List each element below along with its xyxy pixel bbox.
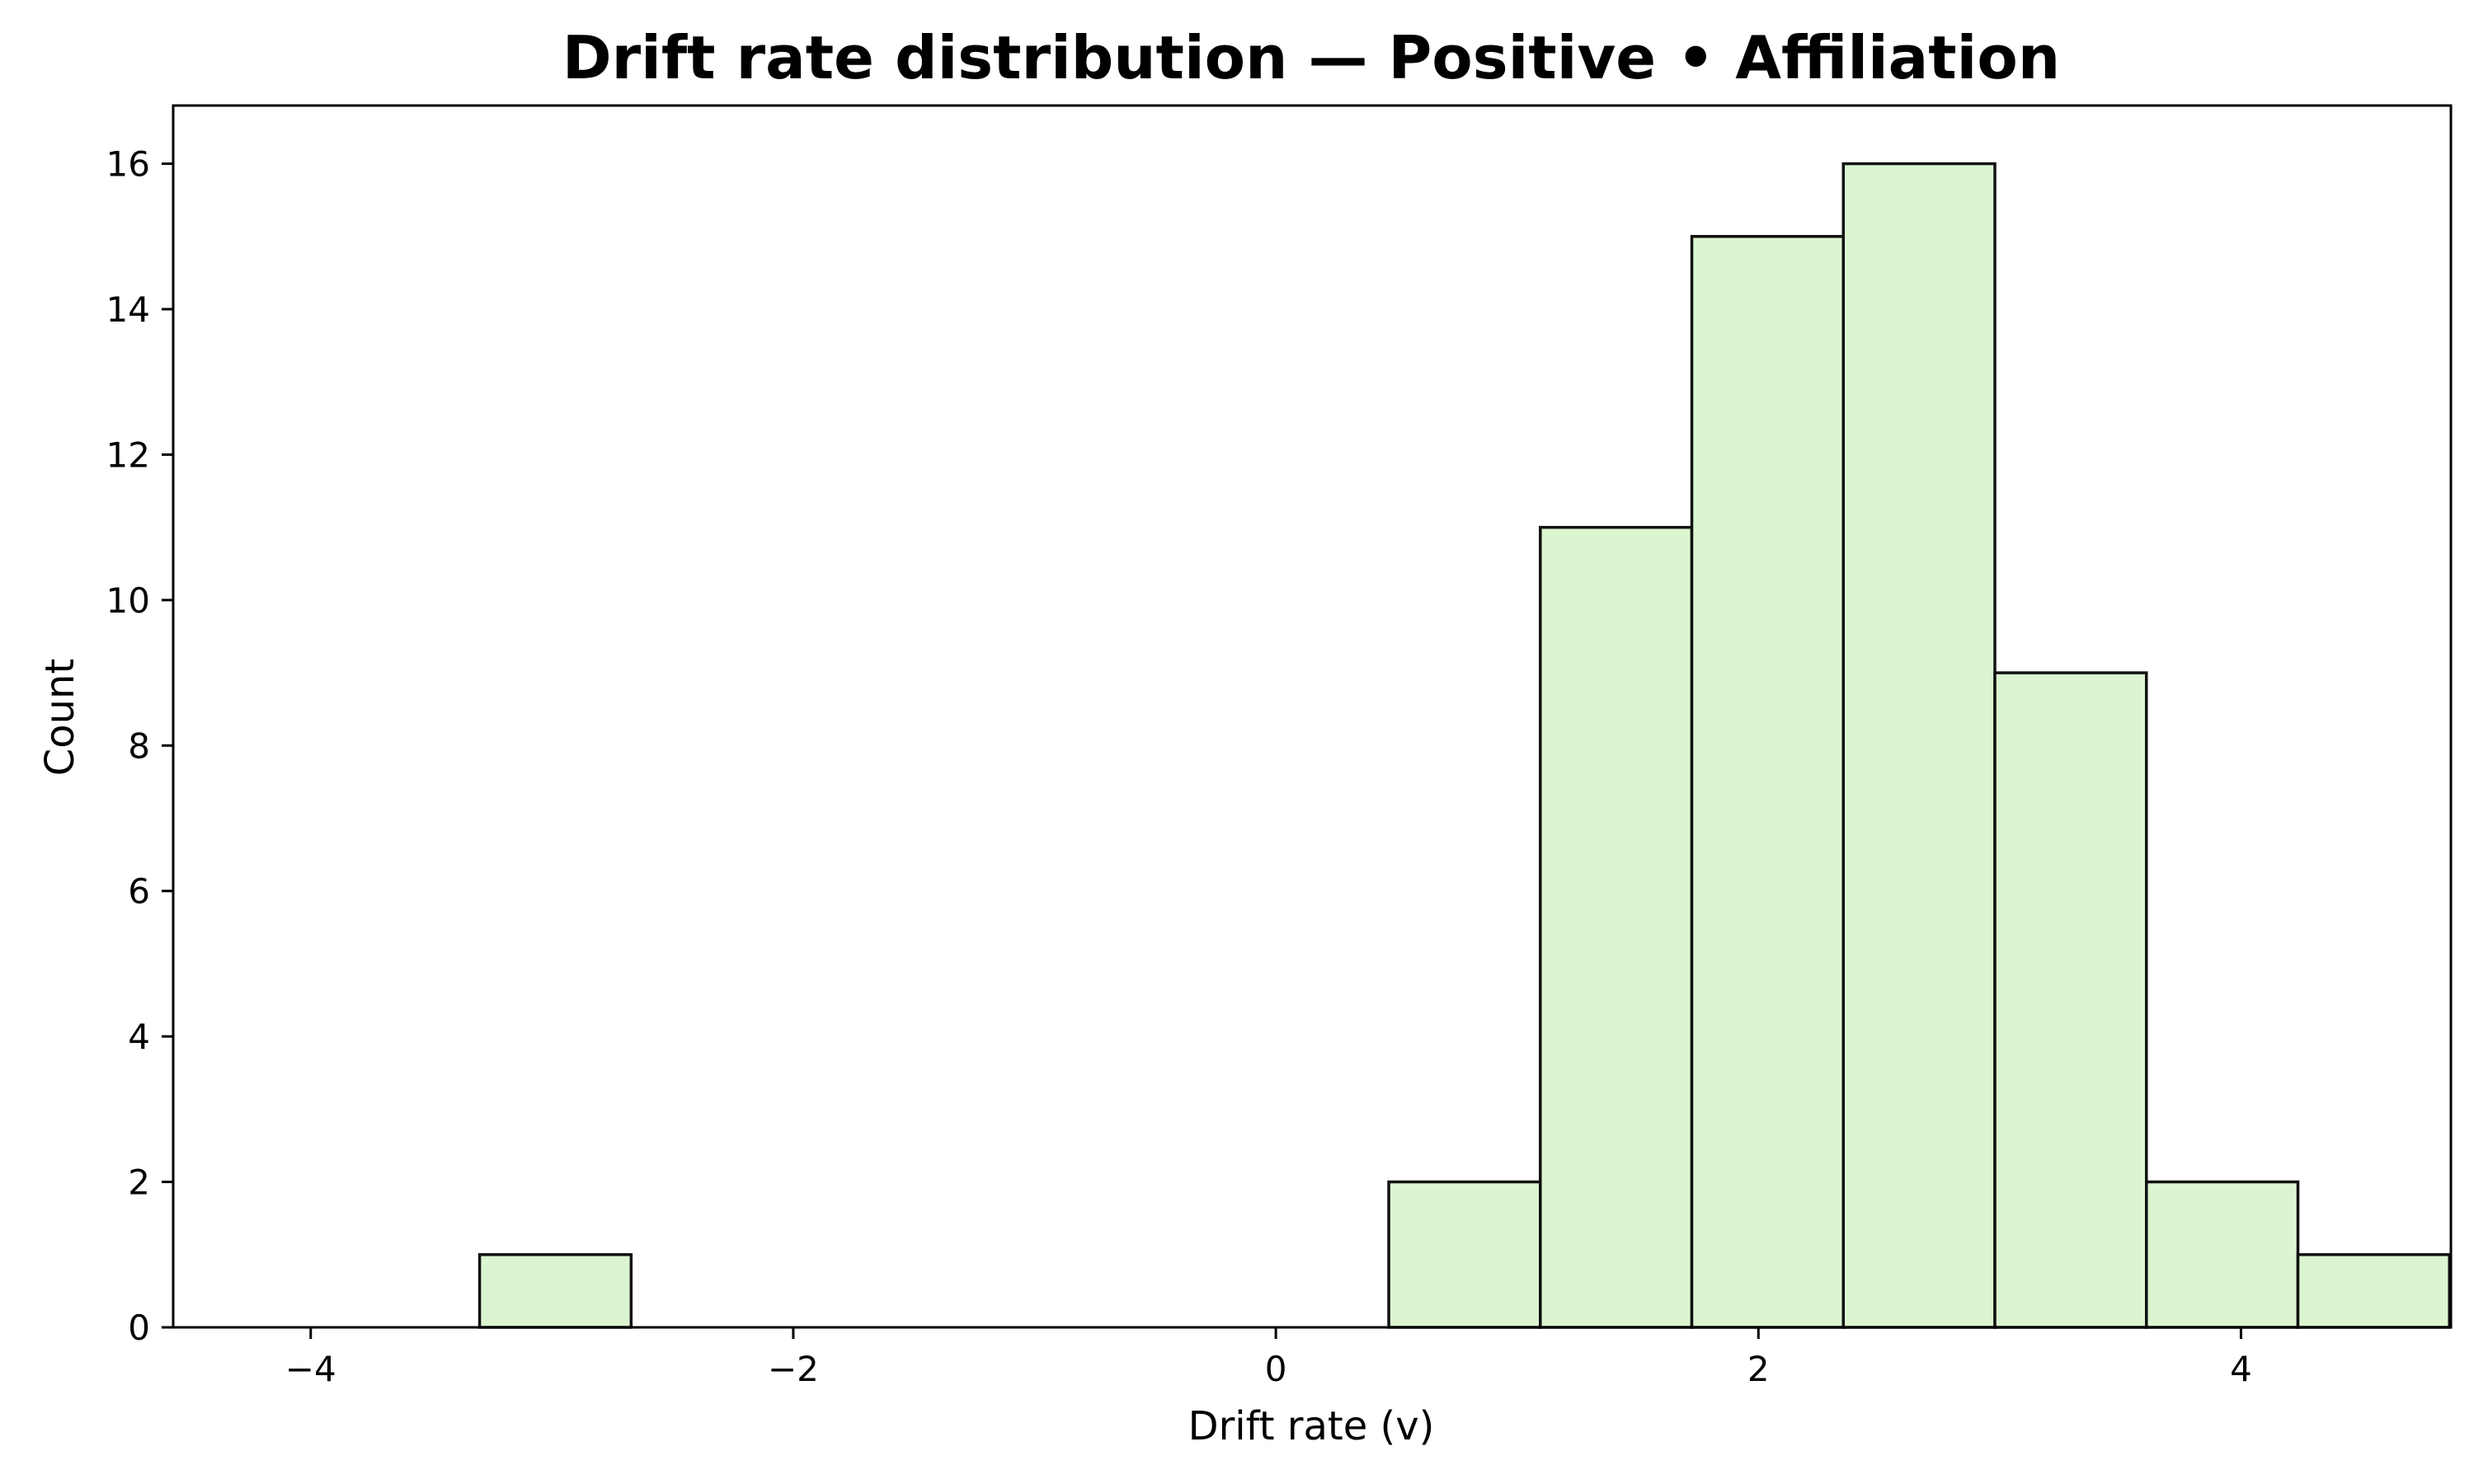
histogram-bar-7	[1539, 525, 1694, 1329]
x-axis-label: Drift rate (v)	[1188, 1403, 1435, 1449]
histogram-bar-11	[2145, 1180, 2300, 1329]
bars-layer	[477, 162, 2451, 1329]
y-tick-label: 4	[128, 1017, 150, 1057]
y-axis-label: Count	[37, 659, 83, 777]
histogram-bar-6	[1387, 1180, 1542, 1329]
x-tick-label: −4	[285, 1349, 336, 1389]
y-tick-label: 10	[106, 580, 150, 621]
x-tick-label: 0	[1265, 1349, 1287, 1389]
y-tick-label: 0	[128, 1308, 150, 1348]
histogram-bar-12	[2296, 1253, 2451, 1329]
x-tick-label: 4	[2230, 1349, 2252, 1389]
y-tick-label: 12	[106, 434, 150, 475]
axes-layer	[172, 104, 2453, 1329]
ticks-layer: −4 −2 0 2 4 0 2 4 6 8 10 12 14 16	[106, 144, 2252, 1389]
chart-title: Drift rate distribution — Positive • Aff…	[562, 23, 2060, 92]
histogram-bar-9	[1841, 162, 1997, 1329]
x-tick-label: 2	[1747, 1349, 1770, 1389]
y-tick-label: 14	[106, 289, 150, 330]
histogram-bar-0	[477, 1253, 633, 1329]
histogram-bar-8	[1690, 235, 1846, 1329]
x-tick-label: −2	[768, 1349, 819, 1389]
histogram-bar-10	[1993, 671, 2148, 1329]
y-tick-label: 6	[128, 871, 150, 912]
y-tick-label: 2	[128, 1162, 150, 1203]
plot-frame	[172, 104, 2453, 1329]
y-tick-label: 8	[128, 726, 150, 766]
y-tick-label: 16	[106, 144, 150, 185]
